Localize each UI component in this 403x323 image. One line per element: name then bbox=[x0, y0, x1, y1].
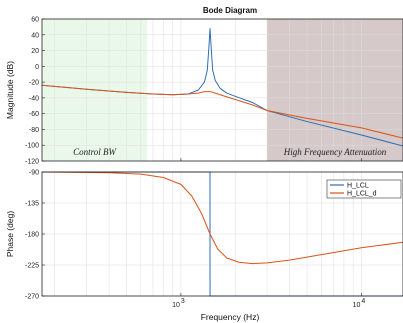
phase-line-h-lcl-d bbox=[41, 171, 403, 265]
phase-panel: -90 -135 -180 -225 -270 Phase (deg) H_LCL H_… bbox=[5, 170, 403, 301]
x-tick-label-base: 10 bbox=[353, 302, 361, 309]
y-tick-label: 20 bbox=[31, 48, 39, 55]
y-tick-label: -225 bbox=[25, 263, 39, 270]
x-axis-label: Frequency (Hz) bbox=[201, 312, 260, 322]
legend: H_LCL H_LCL_d bbox=[326, 179, 402, 199]
legend-label-h-lcl: H_LCL bbox=[347, 183, 369, 190]
y-tick-label: 40 bbox=[31, 32, 39, 39]
x-tick-label-exponent: 3 bbox=[181, 298, 185, 305]
magnitude-axes-frame bbox=[41, 18, 403, 162]
y-tick-label: -100 bbox=[25, 143, 39, 150]
chart-title: Bode Diagram bbox=[203, 6, 257, 15]
y-tick-label: -90 bbox=[29, 170, 39, 177]
y-tick-label: -120 bbox=[25, 159, 39, 166]
phase-axes-frame bbox=[41, 171, 403, 297]
magnitude-panel: 60 40 20 0 -20 -40 -60 -80 -100 -120 Control BW H… bbox=[5, 17, 403, 166]
legend-label-h-lcl-d: H_LCL_d bbox=[347, 191, 377, 198]
x-tick-label-base: 10 bbox=[172, 302, 180, 309]
magnitude-axis-label: Magnitude (dB) bbox=[5, 61, 15, 119]
x-tick-label-exponent: 4 bbox=[361, 298, 365, 305]
y-tick-label: -20 bbox=[29, 80, 39, 87]
region-high-frequency-attenuation bbox=[267, 19, 403, 161]
y-tick-label: -270 bbox=[25, 294, 39, 301]
y-tick-label: -60 bbox=[29, 111, 39, 118]
magnitude-line-h-lcl-d bbox=[41, 84, 403, 139]
y-tick-label: -180 bbox=[25, 232, 39, 239]
region-label-control-bw: Control BW bbox=[73, 147, 117, 157]
region-label-high-frequency: High Frequency Attenuation bbox=[283, 147, 387, 157]
y-tick-label: 0 bbox=[35, 64, 39, 71]
y-tick-label: 60 bbox=[31, 17, 39, 24]
y-tick-label: -80 bbox=[29, 127, 39, 134]
phase-axis-label: Phase (deg) bbox=[5, 211, 15, 257]
y-tick-label: -135 bbox=[25, 201, 39, 208]
y-tick-label: -40 bbox=[29, 95, 39, 102]
legend-box bbox=[326, 179, 402, 199]
